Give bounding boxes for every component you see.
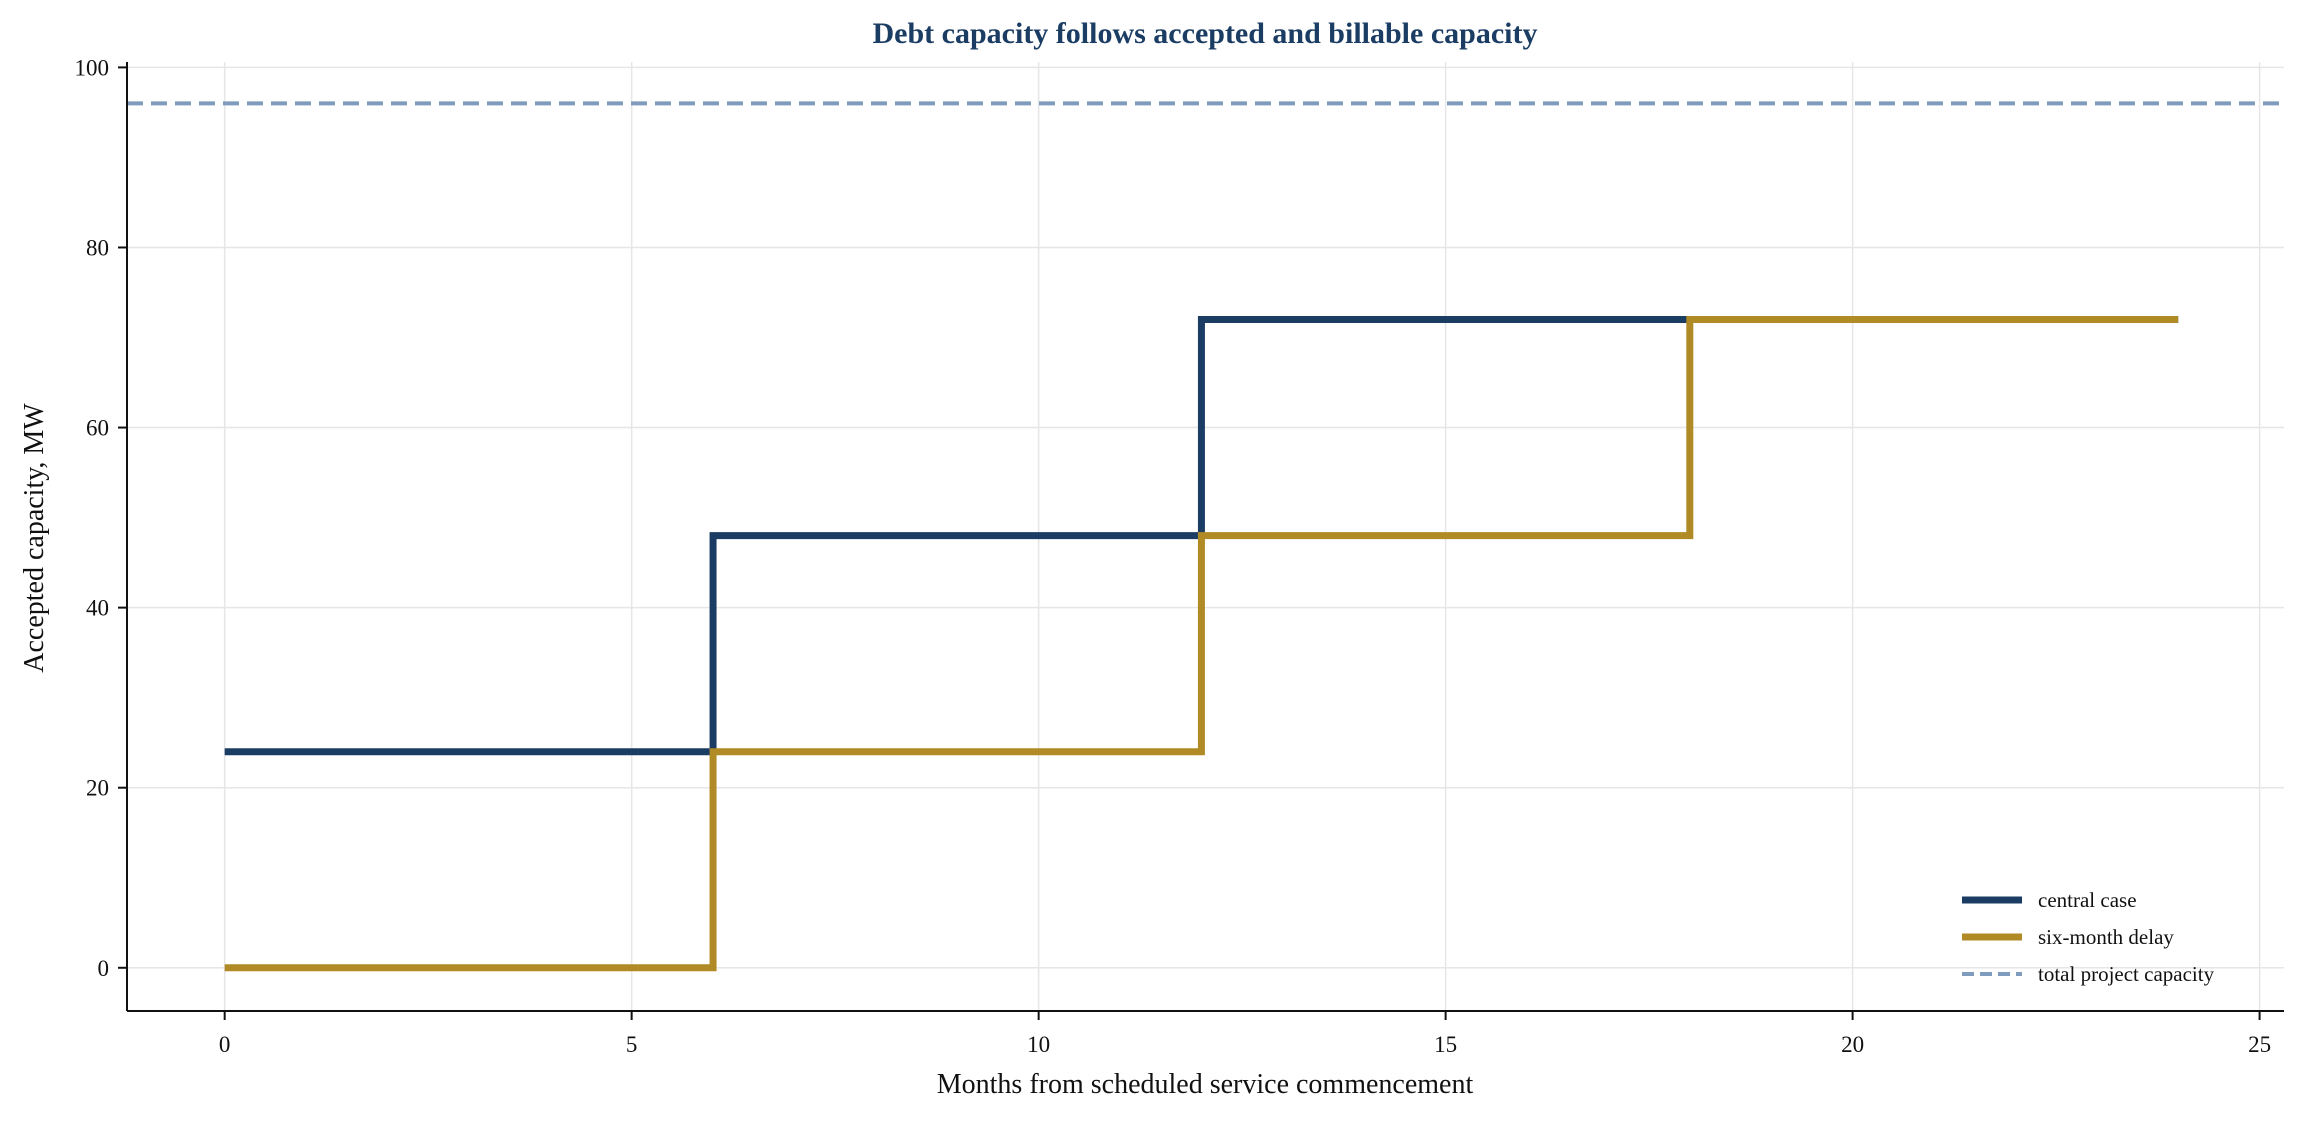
x-tick-label: 25	[2248, 1032, 2271, 1057]
legend-label: total project capacity	[2038, 962, 2215, 986]
y-tick-label: 20	[86, 776, 109, 801]
x-tick-label: 15	[1434, 1032, 1457, 1057]
x-tick-label: 20	[1841, 1032, 1864, 1057]
legend-label: central case	[2038, 888, 2137, 912]
y-tick-label: 0	[98, 956, 110, 981]
y-ticks: 0 20 40 60 80 100	[75, 55, 127, 981]
y-tick-label: 100	[75, 55, 110, 80]
y-tick-label: 80	[86, 235, 109, 260]
series-group	[224, 316, 2179, 972]
x-tick-label: 10	[1027, 1032, 1050, 1057]
series-line-1	[224, 316, 2179, 972]
x-axis-label: Months from scheduled service commenceme…	[937, 1069, 1474, 1100]
y-tick-label: 60	[86, 416, 109, 441]
axes	[126, 62, 2284, 1012]
legend-label: six-month delay	[2038, 925, 2174, 949]
legend: central case six-month delay total project…	[1962, 888, 2215, 986]
y-tick-label: 40	[86, 596, 109, 621]
x-tick-label: 5	[626, 1032, 638, 1057]
x-ticks: 0 5 10 15 20 25	[219, 1011, 2271, 1057]
chart-title: Debt capacity follows accepted and billa…	[873, 17, 1538, 50]
x-tick-label: 0	[219, 1032, 231, 1057]
y-axis-label: Accepted capacity, MW	[19, 403, 50, 673]
